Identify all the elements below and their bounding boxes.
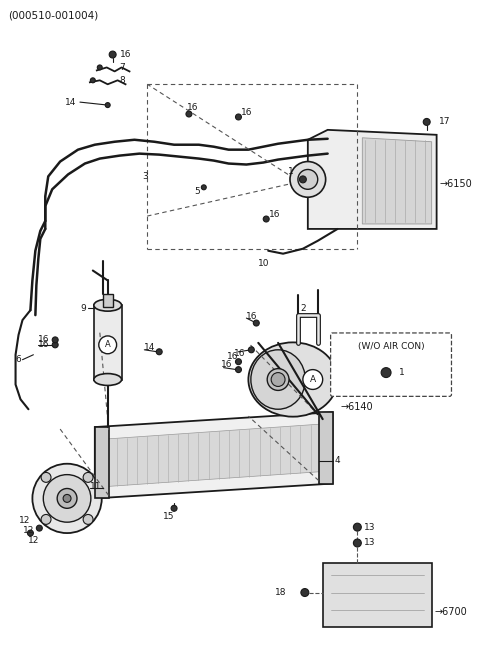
Circle shape <box>236 359 241 365</box>
Circle shape <box>97 65 102 70</box>
Text: 1: 1 <box>399 368 405 377</box>
Text: 11: 11 <box>90 482 101 491</box>
Text: 16: 16 <box>227 352 238 361</box>
Text: 3: 3 <box>143 172 148 181</box>
Text: (000510-001004): (000510-001004) <box>9 11 99 21</box>
Circle shape <box>32 464 102 533</box>
Text: 18: 18 <box>275 588 287 597</box>
Text: →6700: →6700 <box>434 607 468 617</box>
Circle shape <box>271 373 285 386</box>
Polygon shape <box>95 412 333 499</box>
Bar <box>94 305 121 380</box>
Text: 13: 13 <box>364 523 376 531</box>
Circle shape <box>57 489 77 508</box>
Polygon shape <box>308 130 437 229</box>
Text: A: A <box>310 375 316 384</box>
Text: 16: 16 <box>221 360 232 369</box>
Circle shape <box>186 111 192 117</box>
Bar <box>95 427 108 499</box>
Text: 16: 16 <box>246 312 258 321</box>
Circle shape <box>52 337 58 343</box>
Circle shape <box>353 523 361 531</box>
Circle shape <box>423 119 430 125</box>
Text: 10: 10 <box>258 259 270 268</box>
Circle shape <box>27 530 34 536</box>
Circle shape <box>156 349 162 355</box>
Circle shape <box>36 525 42 531</box>
Circle shape <box>301 588 309 596</box>
Text: 16: 16 <box>269 209 281 218</box>
Text: 2: 2 <box>300 304 306 313</box>
Circle shape <box>248 347 254 353</box>
Text: 14: 14 <box>65 98 76 107</box>
Circle shape <box>105 102 110 108</box>
FancyBboxPatch shape <box>331 333 452 396</box>
Ellipse shape <box>267 369 289 390</box>
Circle shape <box>52 342 58 348</box>
Bar <box>323 563 432 627</box>
Circle shape <box>201 185 206 190</box>
Circle shape <box>253 320 259 326</box>
Text: 9: 9 <box>80 304 86 313</box>
Text: 12: 12 <box>28 535 40 544</box>
Circle shape <box>353 539 361 547</box>
Circle shape <box>290 161 325 197</box>
Circle shape <box>83 514 93 524</box>
Circle shape <box>236 367 241 373</box>
Circle shape <box>300 176 306 183</box>
Text: 15: 15 <box>163 512 175 521</box>
Text: 16: 16 <box>120 50 131 59</box>
Text: 16: 16 <box>38 335 50 344</box>
Text: 5: 5 <box>194 187 200 195</box>
Bar <box>103 295 113 307</box>
Text: 16: 16 <box>241 108 253 117</box>
Circle shape <box>83 472 93 482</box>
Text: 17: 17 <box>439 117 450 127</box>
Text: 4: 4 <box>335 457 340 465</box>
Polygon shape <box>319 412 333 483</box>
Text: 16: 16 <box>38 340 50 350</box>
Text: 14: 14 <box>144 343 156 352</box>
Text: 12: 12 <box>23 525 34 535</box>
Circle shape <box>41 514 51 524</box>
Text: 6: 6 <box>15 355 21 364</box>
Polygon shape <box>107 424 321 487</box>
Text: 12: 12 <box>19 516 30 525</box>
Text: 8: 8 <box>120 76 125 85</box>
Text: 13: 13 <box>364 539 376 548</box>
Circle shape <box>171 505 177 511</box>
Text: (W/O AIR CON): (W/O AIR CON) <box>358 342 424 352</box>
Ellipse shape <box>248 342 337 417</box>
Text: 1: 1 <box>288 167 294 176</box>
Circle shape <box>43 475 91 522</box>
Circle shape <box>99 336 117 354</box>
Circle shape <box>263 216 269 222</box>
Circle shape <box>236 114 241 120</box>
Circle shape <box>303 369 323 390</box>
Circle shape <box>63 495 71 502</box>
Text: A: A <box>105 340 110 350</box>
Ellipse shape <box>94 299 121 311</box>
Ellipse shape <box>251 350 305 409</box>
Text: 16: 16 <box>187 102 198 112</box>
Circle shape <box>41 472 51 482</box>
Ellipse shape <box>94 373 121 386</box>
Circle shape <box>298 169 318 190</box>
Text: →6140: →6140 <box>340 402 373 412</box>
Polygon shape <box>362 138 432 224</box>
Text: →6150: →6150 <box>440 179 472 190</box>
Text: 7: 7 <box>120 63 125 72</box>
Text: 16: 16 <box>233 349 245 358</box>
Circle shape <box>381 367 391 378</box>
Circle shape <box>109 51 116 58</box>
Circle shape <box>90 78 96 83</box>
